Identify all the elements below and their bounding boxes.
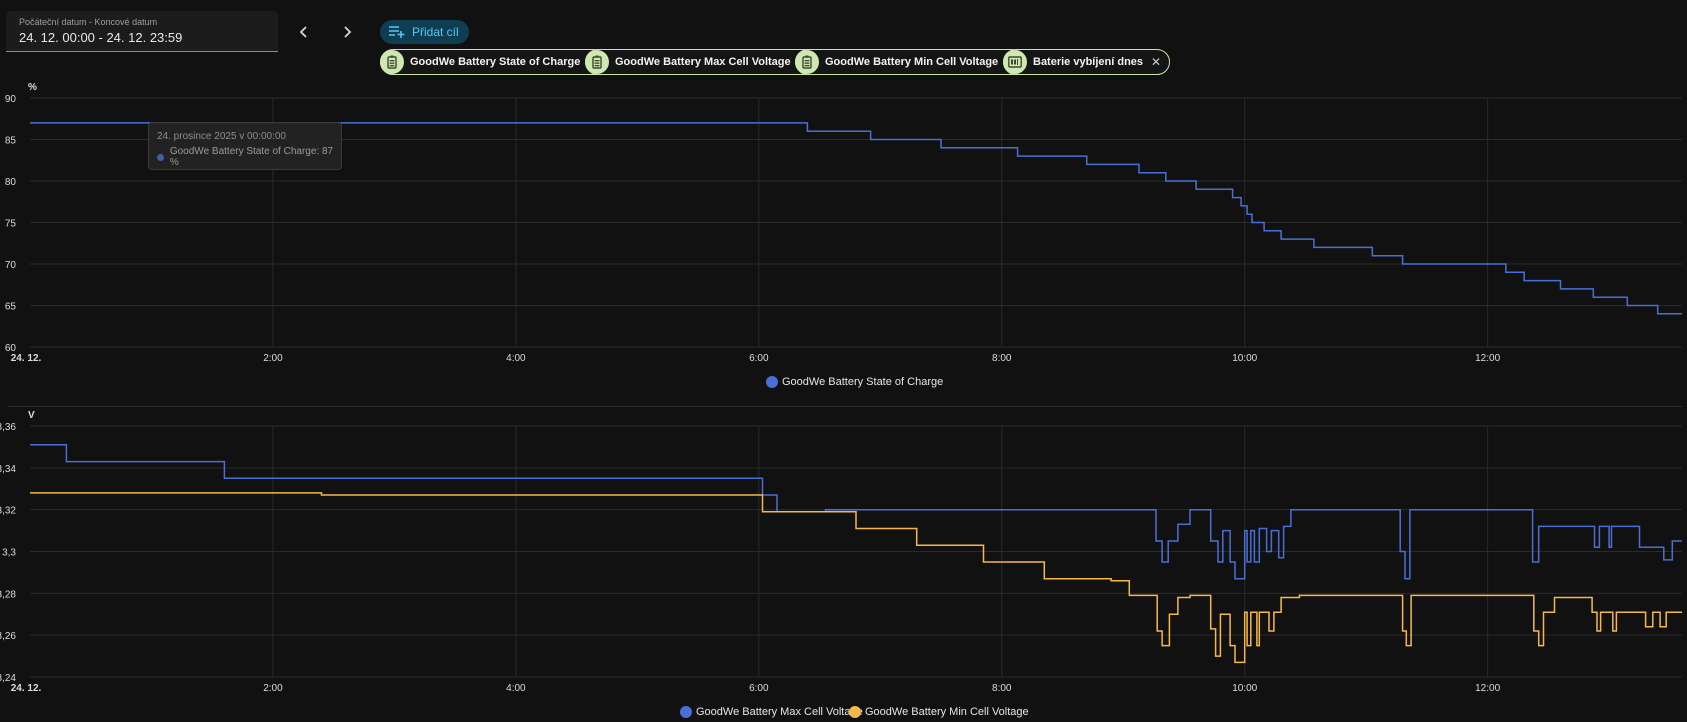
chip-max-cell-voltage[interactable]: GoodWe Battery Max Cell Voltage ✕ (585, 49, 818, 75)
x-tick-label: 2:00 (263, 683, 283, 694)
x-tick-label: 4:00 (506, 683, 526, 694)
series-line[interactable] (30, 122, 1682, 315)
chip-label: GoodWe Battery Min Cell Voltage (825, 56, 999, 68)
date-range-label: Počáteční datum - Koncové datum (19, 17, 158, 27)
x-tick-label: 4:00 (506, 353, 526, 364)
chevron-left-icon (299, 26, 307, 38)
add-target-button[interactable]: Přidat cíl (380, 20, 469, 44)
legend-marker (680, 706, 692, 718)
x-tick-label: 6:00 (749, 683, 769, 694)
y-axis-unit: % (28, 82, 37, 93)
x-tick-label: 24. 12. (11, 683, 42, 694)
battery-bar-icon (1003, 50, 1027, 74)
x-tick-label: 12:00 (1475, 683, 1500, 694)
legend-marker (849, 706, 861, 718)
y-tick-label: 90 (5, 94, 17, 105)
date-range-value[interactable]: 24. 12. 00:00 - 24. 12. 23:59 (19, 30, 183, 45)
tooltip-marker (157, 153, 164, 161)
x-tick-label: 24. 12. (11, 353, 42, 364)
chip-discharge-today[interactable]: Baterie vybíjení dnes ✕ (1003, 49, 1171, 75)
legend-marker (766, 376, 778, 388)
y-tick-label: 65 (5, 302, 17, 313)
y-tick-label: 60 (5, 343, 17, 354)
chart-divider (8, 406, 1682, 407)
battery-icon (795, 50, 819, 74)
legend-label: GoodWe Battery Min Cell Voltage (865, 706, 1029, 718)
chip-min-cell-voltage[interactable]: GoodWe Battery Min Cell Voltage ✕ (795, 49, 1026, 75)
next-period-button[interactable] (331, 18, 363, 46)
chip-label: GoodWe Battery Max Cell Voltage (615, 56, 791, 68)
previous-period-button[interactable] (288, 18, 320, 46)
x-tick-label: 6:00 (749, 353, 769, 364)
playlist-add-icon (389, 26, 405, 38)
y-tick-label: 3,34 (0, 464, 16, 475)
close-icon[interactable]: ✕ (1151, 55, 1162, 69)
y-tick-label: 3,3 (2, 548, 16, 559)
tooltip-title: 24. prosince 2025 v 00:00:00 (157, 131, 286, 142)
y-axis-unit: V (28, 410, 35, 421)
y-tick-label: 80 (5, 177, 17, 188)
date-range-picker[interactable]: Počáteční datum - Koncové datum 24. 12. … (6, 11, 278, 52)
y-tick-label: 3,32 (0, 506, 16, 517)
tooltip-entry-text: GoodWe Battery State of Charge: 87 % (169, 146, 334, 168)
cell-voltage-chart[interactable]: 3,24 3,26 3,28 3,3 3,32 3,34 3,36 24. 12. 2:00 4:… (0, 410, 1687, 700)
chip-state-of-charge[interactable]: GoodWe Battery State of Charge ✕ (380, 49, 608, 75)
x-tick-label: 8:00 (992, 353, 1012, 364)
y-tick-label: 3,28 (0, 589, 16, 600)
series-line[interactable] (30, 444, 1682, 580)
state-of-charge-chart[interactable]: 60 65 70 75 80 85 90 24. 12. 2:00 4:00 6:00 8:00 10:… (0, 80, 1687, 380)
chip-label: Baterie vybíjení dnes (1033, 56, 1144, 68)
y-tick-label: 85 (5, 136, 17, 147)
chevron-right-icon (344, 26, 352, 38)
battery-icon (585, 50, 609, 74)
x-tick-label: 10:00 (1232, 353, 1257, 364)
add-target-label: Přidat cíl (412, 25, 459, 39)
y-tick-label: 75 (5, 219, 17, 230)
y-tick-label: 3,26 (0, 631, 16, 642)
x-tick-label: 2:00 (263, 353, 283, 364)
y-tick-label: 70 (5, 260, 17, 271)
battery-icon (380, 50, 404, 74)
legend-label: GoodWe Battery Max Cell Voltage (696, 706, 863, 718)
chip-label: GoodWe Battery State of Charge (410, 56, 581, 68)
series-line[interactable] (30, 492, 1682, 664)
legend-label: GoodWe Battery State of Charge (782, 376, 944, 388)
y-tick-label: 3,24 (0, 673, 16, 684)
x-tick-label: 8:00 (992, 683, 1012, 694)
legend-min-cell-voltage[interactable]: GoodWe Battery Min Cell Voltage (849, 706, 1029, 718)
legend-max-cell-voltage[interactable]: GoodWe Battery Max Cell Voltage (680, 706, 863, 718)
x-tick-label: 12:00 (1475, 353, 1500, 364)
x-tick-label: 10:00 (1232, 683, 1257, 694)
y-tick-label: 3,36 (0, 422, 16, 433)
legend-state-of-charge[interactable]: GoodWe Battery State of Charge (766, 376, 943, 388)
chart-tooltip: 24. prosince 2025 v 00:00:00 GoodWe Batt… (148, 122, 342, 170)
tooltip-entry: GoodWe Battery State of Charge: 87 % (157, 146, 341, 168)
